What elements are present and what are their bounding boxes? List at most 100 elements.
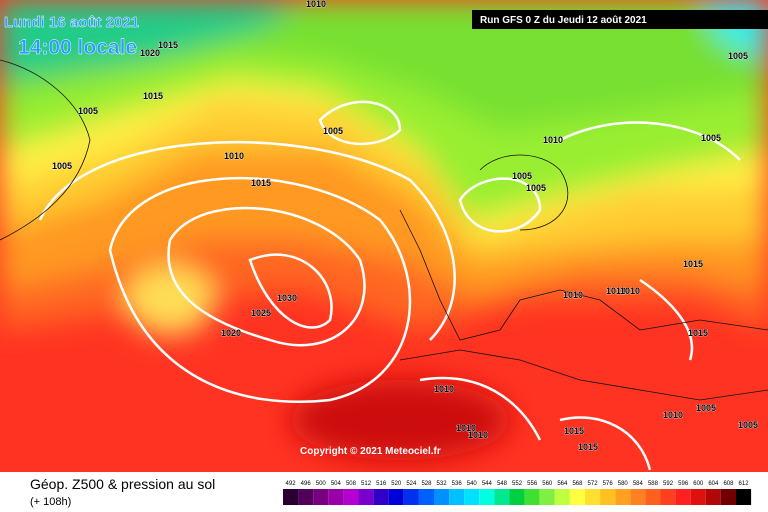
isobar-label: 1010 xyxy=(434,384,454,394)
legend-label: 600 xyxy=(693,481,704,487)
legend-label: 612 xyxy=(739,481,750,487)
legend-label: 512 xyxy=(361,481,372,487)
legend-label: 572 xyxy=(588,481,599,487)
legend-label: 500 xyxy=(316,481,327,487)
legend-swatch xyxy=(705,489,721,505)
legend-swatch xyxy=(554,489,570,505)
legend-label: 536 xyxy=(452,481,463,487)
legend-label: 560 xyxy=(542,481,553,487)
legend-swatch xyxy=(328,489,344,505)
legend-swatch xyxy=(298,489,314,505)
isobar-label: 1025 xyxy=(251,308,271,318)
legend-swatch xyxy=(630,489,646,505)
legend-label: 540 xyxy=(467,481,478,487)
isobar-label: 1010 xyxy=(620,286,640,296)
copyright: Copyright © 2021 Meteociel.fr xyxy=(300,446,441,457)
legend-label: 564 xyxy=(557,481,568,487)
legend-label: 588 xyxy=(648,481,659,487)
legend-label: 592 xyxy=(663,481,674,487)
legend-label: 508 xyxy=(346,481,357,487)
legend-swatch xyxy=(615,489,631,505)
isobar-lines xyxy=(38,100,741,471)
isobar-label: 1010 xyxy=(468,430,488,440)
legend-swatch xyxy=(539,489,555,505)
legend-label: 532 xyxy=(437,481,448,487)
isobar-label: 1010 xyxy=(224,151,244,161)
legend-swatch xyxy=(585,489,601,505)
isobar-label: 1005 xyxy=(738,420,758,430)
legend-swatch xyxy=(524,489,540,505)
isobar-label: 1005 xyxy=(52,161,72,171)
legend-swatch xyxy=(388,489,404,505)
legend-label: 596 xyxy=(678,481,689,487)
legend-label: 552 xyxy=(512,481,523,487)
isobar-label: 1010 xyxy=(663,410,683,420)
legend-swatch xyxy=(479,489,495,505)
isobar-label: 1015 xyxy=(251,178,271,188)
legend-label: 520 xyxy=(391,481,402,487)
legend-label: 604 xyxy=(708,481,719,487)
legend-swatch xyxy=(343,489,359,505)
isobar-label: 1005 xyxy=(728,51,748,61)
legend-label: 608 xyxy=(723,481,734,487)
legend-swatch xyxy=(569,489,585,505)
isobar-label: 1010 xyxy=(456,423,476,433)
isobar-label: 1010 xyxy=(306,0,326,9)
isobar-label: 1020 xyxy=(221,328,241,338)
legend-swatch xyxy=(373,489,389,505)
legend-swatch xyxy=(283,489,299,505)
isobar-label: 1015 xyxy=(683,259,703,269)
legend-swatch xyxy=(403,489,419,505)
legend-swatch xyxy=(313,489,329,505)
legend-swatch xyxy=(736,489,752,505)
isobar-label: 1015 xyxy=(143,91,163,101)
legend-label: 580 xyxy=(618,481,629,487)
legend-label: 544 xyxy=(482,481,493,487)
isobar-label: 1010 xyxy=(563,290,583,300)
legend-label: 576 xyxy=(603,481,614,487)
legend-swatch xyxy=(690,489,706,505)
isobar-label: 1015 xyxy=(158,40,178,50)
isobar-label: 1005 xyxy=(78,106,98,116)
legend-swatch xyxy=(418,489,434,505)
isobar-label: 1010 xyxy=(543,135,563,145)
date: Lundi 16 août 2021 xyxy=(4,14,139,31)
legend-label: 548 xyxy=(497,481,508,487)
legend-label: 492 xyxy=(286,481,297,487)
footer-title: Géop. Z500 & pression au sol xyxy=(30,476,215,492)
legend-swatch xyxy=(675,489,691,505)
legend-swatch xyxy=(358,489,374,505)
legend-swatch xyxy=(449,489,465,505)
isobar-label: 1020 xyxy=(140,48,160,58)
legend-label: 516 xyxy=(376,481,387,487)
isobar-label: 1005 xyxy=(323,126,343,136)
isobar-label: 1030 xyxy=(277,293,297,303)
legend-label: 528 xyxy=(421,481,432,487)
legend-label: 496 xyxy=(301,481,312,487)
legend-swatch xyxy=(434,489,450,505)
coastlines xyxy=(0,59,768,401)
z500-field xyxy=(0,0,768,472)
isobar-label: 1005 xyxy=(526,183,546,193)
isobar-label: 1005 xyxy=(512,171,532,181)
isobar-label: 1005 xyxy=(696,403,716,413)
local-time: 14:00 locale xyxy=(18,36,137,59)
legend-swatch xyxy=(464,489,480,505)
isobar-label: 1010 xyxy=(606,286,626,296)
legend-label: 504 xyxy=(331,481,342,487)
legend-swatch xyxy=(645,489,661,505)
legend-swatch xyxy=(494,489,510,505)
legend-label: 524 xyxy=(406,481,417,487)
legend-swatch xyxy=(720,489,736,505)
legend-label: 584 xyxy=(633,481,644,487)
isobar-label: 1015 xyxy=(578,442,598,452)
run-info: Run GFS 0 Z du Jeudi 12 août 2021 xyxy=(480,15,647,26)
isobar-label: 1015 xyxy=(688,328,708,338)
footer-lead: (+ 108h) xyxy=(30,496,71,508)
isobar-label: 1005 xyxy=(701,133,721,143)
legend-label: 556 xyxy=(527,481,538,487)
legend-swatch xyxy=(509,489,525,505)
legend-swatch xyxy=(660,489,676,505)
color-legend: 492 496 500 504 508 512 516 520 524 528 532 536 540 5… xyxy=(283,481,752,505)
